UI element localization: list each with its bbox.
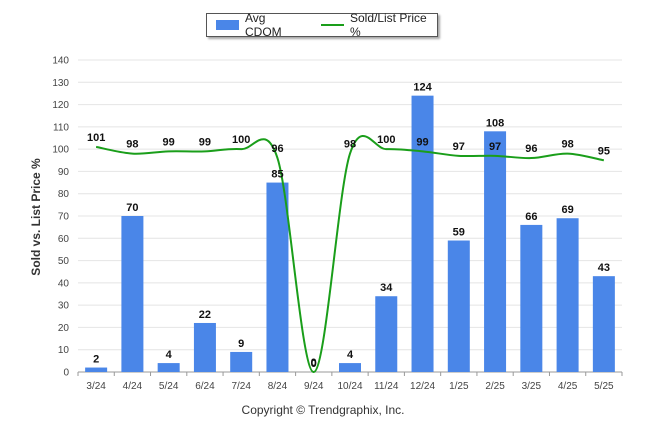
x-tick-label: 2/25 bbox=[485, 381, 505, 392]
line-data-label: 99 bbox=[199, 136, 211, 148]
x-tick-label: 5/25 bbox=[594, 381, 614, 392]
x-tick-label: 4/24 bbox=[123, 381, 143, 392]
legend-line-label: Sold/List Price % bbox=[349, 11, 427, 39]
bar-data-label: 59 bbox=[453, 227, 465, 239]
bar bbox=[230, 351, 253, 372]
legend-line-swatch bbox=[320, 24, 344, 26]
y-tick-label: 70 bbox=[58, 212, 70, 223]
bar bbox=[157, 363, 180, 372]
y-tick-label: 60 bbox=[58, 234, 70, 245]
bar bbox=[375, 296, 398, 372]
legend-bar-swatch bbox=[216, 20, 239, 30]
line-data-label: 97 bbox=[489, 141, 501, 153]
line-data-label: 98 bbox=[561, 139, 573, 151]
line-data-label: 98 bbox=[344, 139, 356, 151]
bar-data-label: 2 bbox=[93, 354, 99, 366]
x-tick-label: 10/24 bbox=[337, 381, 362, 392]
bar-data-label: 22 bbox=[199, 309, 211, 321]
bar-data-label: 4 bbox=[166, 349, 173, 361]
bar bbox=[266, 182, 289, 372]
bar-data-label: 43 bbox=[598, 262, 610, 274]
y-tick-label: 110 bbox=[53, 122, 69, 133]
legend-item-bar: Avg CDOM bbox=[216, 11, 303, 39]
bar-data-label: 85 bbox=[271, 169, 283, 181]
line-data-label: 99 bbox=[416, 136, 428, 148]
line-data-label: 100 bbox=[232, 134, 250, 146]
x-tick-label: 3/25 bbox=[522, 381, 542, 392]
y-tick-label: 0 bbox=[63, 368, 69, 379]
bar-data-label: 0 bbox=[311, 358, 317, 370]
bar bbox=[121, 216, 144, 372]
bar bbox=[85, 367, 108, 372]
bar-data-label: 34 bbox=[380, 282, 393, 294]
y-tick-label: 30 bbox=[58, 301, 70, 312]
y-tick-label: 10 bbox=[58, 345, 70, 356]
line-data-label: 100 bbox=[377, 134, 395, 146]
y-tick-label: 50 bbox=[58, 256, 70, 267]
y-tick-label: 140 bbox=[52, 56, 69, 67]
bar bbox=[484, 131, 507, 372]
bar bbox=[556, 218, 579, 372]
x-tick-label: 6/24 bbox=[195, 381, 215, 392]
legend-item-line: Sold/List Price % bbox=[320, 11, 437, 39]
y-axis-label: Sold vs. List Price % bbox=[29, 158, 43, 276]
bar bbox=[520, 224, 543, 372]
series-line bbox=[95, 135, 605, 374]
line-data-label: 96 bbox=[271, 143, 283, 155]
line-data-label: 99 bbox=[163, 136, 175, 148]
y-tick-label: 20 bbox=[58, 323, 70, 334]
legend: Avg CDOM Sold/List Price % bbox=[206, 11, 438, 39]
x-tick-label: 5/24 bbox=[159, 381, 179, 392]
bar-data-label: 4 bbox=[347, 349, 354, 361]
x-tick-label: 7/24 bbox=[231, 381, 251, 392]
y-tick-label: 120 bbox=[52, 100, 69, 111]
y-tick-label: 80 bbox=[58, 189, 70, 200]
line-data-label: 98 bbox=[126, 139, 138, 151]
x-tick-label: 12/24 bbox=[410, 381, 435, 392]
bar bbox=[411, 95, 434, 373]
y-tick-label: 130 bbox=[52, 78, 69, 89]
bar bbox=[193, 322, 216, 372]
line-data-label: 101 bbox=[87, 132, 105, 144]
x-tick-label: 9/24 bbox=[304, 381, 324, 392]
bar-data-label: 70 bbox=[126, 202, 138, 214]
legend-bar-label: Avg CDOM bbox=[245, 11, 282, 39]
x-tick-label: 8/24 bbox=[268, 381, 288, 392]
y-tick-label: 40 bbox=[58, 278, 70, 289]
line-data-label: 0 bbox=[311, 357, 317, 369]
x-tick-label: 1/25 bbox=[449, 381, 469, 392]
y-tick-label: 90 bbox=[58, 167, 70, 178]
bar-data-label: 124 bbox=[413, 82, 432, 94]
x-tick-label: 4/25 bbox=[558, 381, 578, 392]
y-tick-label: 100 bbox=[52, 145, 69, 156]
bar-data-label: 108 bbox=[486, 117, 504, 129]
x-tick-label: 11/24 bbox=[374, 381, 399, 392]
bar-data-label: 66 bbox=[525, 211, 537, 223]
line-data-label: 95 bbox=[598, 145, 610, 157]
copyright: Copyright © Trendgraphix, Inc. bbox=[241, 403, 405, 417]
bar-data-label: 69 bbox=[561, 204, 573, 216]
bar bbox=[592, 276, 615, 372]
bar bbox=[447, 240, 470, 372]
bar-data-label: 9 bbox=[238, 338, 244, 350]
x-tick-label: 3/24 bbox=[86, 381, 106, 392]
line-data-label: 97 bbox=[453, 141, 465, 153]
line-data-label: 96 bbox=[525, 143, 537, 155]
bar bbox=[339, 363, 361, 372]
